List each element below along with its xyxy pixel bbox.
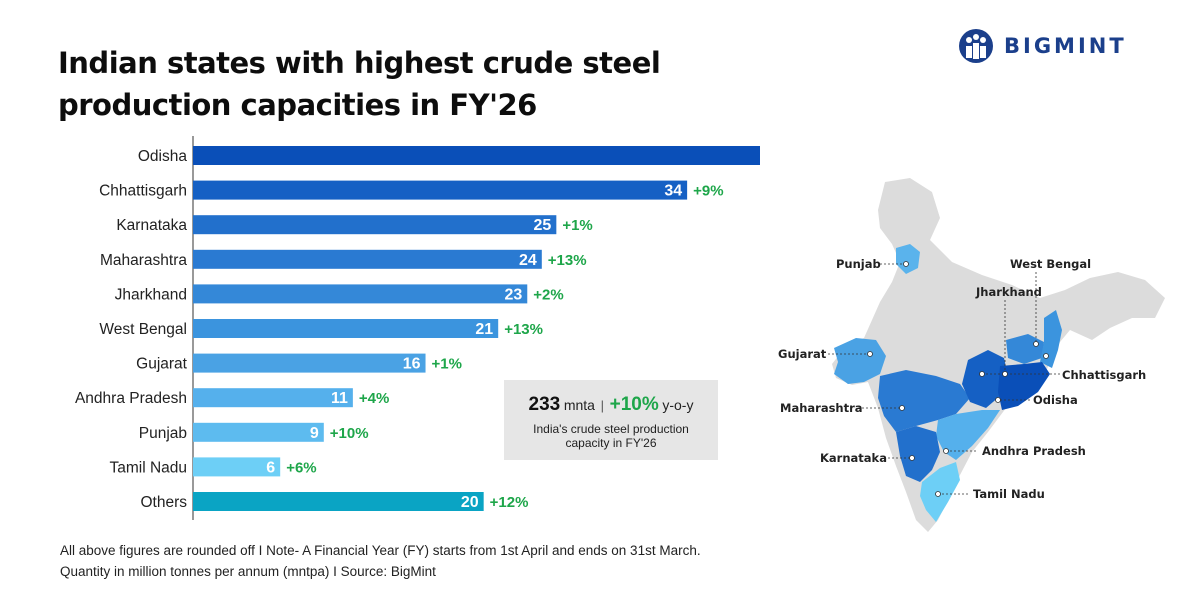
category-label-odisha: Odisha	[138, 148, 187, 165]
value-label-karnataka: 25	[534, 217, 552, 234]
bar-gujarat	[193, 353, 426, 373]
map-label-jharkhand: Jharkhand	[975, 285, 1042, 299]
growth-label-andhra-pradesh: +4%	[359, 390, 389, 407]
india-map: Punjab West Bengal Jharkhand Gujarat Chh…	[778, 178, 1165, 532]
map-region-maharashtra	[878, 370, 970, 432]
bar-tamil-nadu	[193, 457, 281, 477]
category-label-punjab: Punjab	[139, 425, 187, 442]
bar-chhattisgarh	[193, 180, 688, 200]
value-label-maharashtra: 24	[519, 252, 537, 269]
map-region-punjab	[896, 244, 920, 274]
bar-punjab	[193, 422, 324, 442]
map-label-andhra-pradesh: Andhra Pradesh	[982, 444, 1086, 458]
bar-west-bengal	[193, 319, 499, 338]
category-label-andhra-pradesh: Andhra Pradesh	[75, 390, 187, 407]
map-region-jharkhand	[1006, 334, 1044, 364]
summary-total: 233	[528, 394, 561, 415]
map-region-andhra-pradesh	[936, 410, 1000, 460]
bar-odisha	[193, 146, 760, 165]
summary-description: India's crude steel production capacity …	[533, 422, 689, 450]
value-label-punjab: 9	[310, 425, 319, 442]
growth-label-gujarat: +1%	[432, 356, 462, 373]
map-label-karnataka: Karnataka	[820, 451, 887, 465]
summary-headline: 233 mnta | +10% y-o-y	[504, 394, 718, 416]
map-label-punjab: Punjab	[836, 257, 881, 271]
bar-jharkhand	[193, 284, 528, 304]
footnote-line-1: All above figures are rounded off I Note…	[60, 543, 701, 558]
value-label-andhra-pradesh: 11	[331, 390, 348, 407]
value-label-jharkhand: 23	[504, 286, 522, 303]
map-label-tamil-nadu: Tamil Nadu	[973, 487, 1045, 501]
growth-label-jharkhand: +2%	[533, 286, 563, 303]
footnote: All above figures are rounded off I Note…	[60, 540, 701, 582]
map-region-karnataka	[896, 426, 940, 482]
bar-andhra-pradesh	[193, 388, 353, 408]
map-label-west-bengal: West Bengal	[1010, 257, 1091, 271]
bigmint-people-logo-icon	[959, 29, 993, 63]
map-region-gujarat	[834, 338, 886, 384]
map-region-chhattisgarh	[962, 350, 1008, 408]
bar-others	[193, 492, 484, 511]
map-callouts	[828, 263, 1060, 495]
chart-title: Indian states with highest crude steel p…	[58, 46, 661, 122]
category-label-jharkhand: Jharkhand	[115, 286, 187, 303]
value-label-others: 20	[461, 494, 479, 511]
growth-label-karnataka: +1%	[562, 217, 592, 234]
map-markers	[867, 261, 1049, 497]
category-label-others: Others	[140, 494, 187, 511]
value-label-west-bengal: 21	[475, 321, 493, 338]
growth-label-punjab: +10%	[330, 425, 369, 442]
growth-label-west-bengal: +13%	[504, 321, 543, 338]
category-label-maharashtra: Maharashtra	[100, 252, 187, 269]
summary-growth: +10%	[609, 394, 659, 415]
value-label-chhattisgarh: 34	[664, 183, 682, 200]
summary-growth-suffix: y-o-y	[662, 397, 694, 413]
bars-layer: Odisha45+22%Chhattisgarh34+9%Karnataka25…	[75, 146, 760, 511]
value-label-gujarat: 16	[403, 356, 421, 373]
growth-label-chhattisgarh: +9%	[693, 183, 723, 200]
category-label-gujarat: Gujarat	[136, 356, 188, 373]
category-label-tamil-nadu: Tamil Nadu	[109, 459, 187, 476]
value-label-tamil-nadu: 6	[266, 459, 275, 476]
growth-label-maharashtra: +13%	[548, 252, 587, 269]
summary-separator: |	[600, 398, 604, 413]
summary-box: 233 mnta | +10% y-o-y India's crude stee…	[504, 380, 718, 460]
map-label-maharashtra: Maharashtra	[780, 401, 863, 415]
footnote-line-2: Quantity in million tonnes per annum (mn…	[60, 564, 436, 579]
map-label-chhattisgarh: Chhattisgarh	[1062, 368, 1146, 382]
map-label-gujarat: Gujarat	[778, 347, 827, 361]
growth-label-tamil-nadu: +6%	[286, 459, 316, 476]
bigmint-logo: BIGMINT	[958, 26, 1127, 66]
summary-unit: mnta	[563, 397, 595, 413]
category-label-karnataka: Karnataka	[116, 217, 187, 234]
logo-text: BIGMINT	[1004, 34, 1127, 58]
growth-label-others: +12%	[490, 494, 529, 511]
category-label-west-bengal: West Bengal	[99, 321, 187, 338]
map-label-odisha: Odisha	[1033, 393, 1078, 407]
bar-karnataka	[193, 215, 557, 235]
category-label-chhattisgarh: Chhattisgarh	[99, 183, 187, 200]
bar-chart: Odisha45+22%Chhattisgarh34+9%Karnataka25…	[75, 136, 760, 520]
bar-maharashtra	[193, 249, 542, 269]
